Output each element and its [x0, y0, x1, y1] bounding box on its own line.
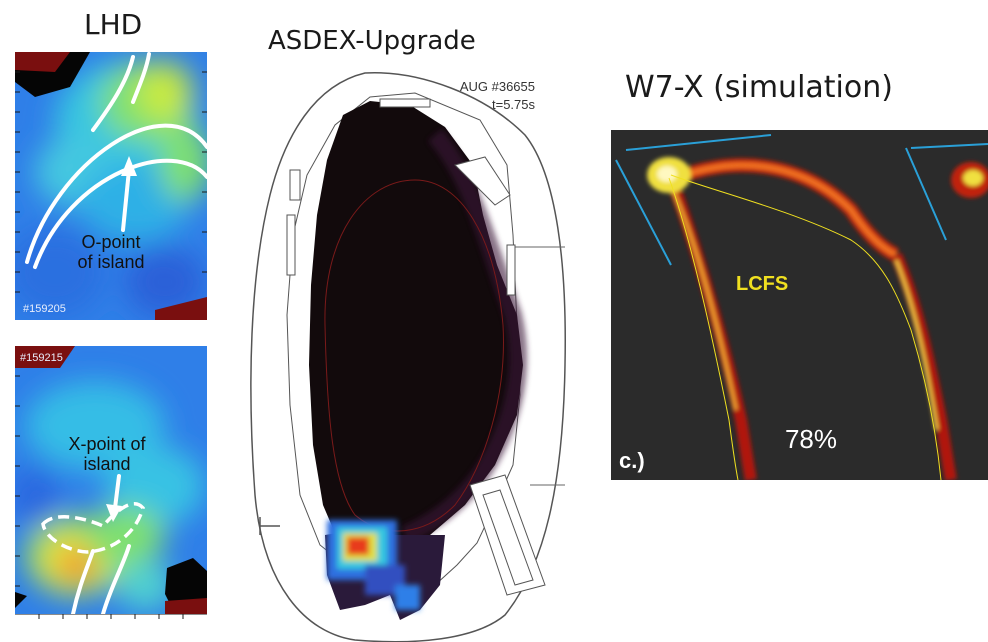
asdex-vessel-diagram: AUG #36655 t=5.75s [250, 72, 566, 642]
asdex-shot-number: AUG #36655 [460, 79, 535, 94]
w7x-percent-label: 78% [785, 424, 837, 454]
asdex-title: ASDEX-Upgrade [268, 26, 476, 56]
w7x-panel: LCFS 78% c.) [611, 130, 988, 480]
asdex-panel: AUG #36655 t=5.75s [245, 65, 567, 642]
w7x-simulation-map: LCFS 78% c.) [611, 130, 988, 480]
lhd-top-map: O-point of island #159205 [15, 52, 207, 320]
lhd-title: LHD [84, 8, 143, 41]
lhd-top-panel: O-point of island #159205 [15, 52, 207, 320]
asdex-time: t=5.75s [492, 97, 536, 112]
w7x-lcfs-label: LCFS [736, 273, 788, 295]
lhd-bottom-axis-ticks [15, 614, 207, 619]
lhd-bottom-map: X-point of island #159215 [15, 346, 207, 614]
lhd-top-annotation-line1: O-point [81, 232, 140, 252]
lhd-bottom-panel: X-point of island #159215 [15, 346, 207, 614]
lhd-top-shot-number: #159205 [23, 303, 66, 315]
lhd-bottom-shot-number: #159215 [20, 352, 63, 364]
lhd-bottom-annotation-line2: island [83, 454, 130, 474]
lhd-top-annotation-line2: of island [77, 252, 144, 272]
lhd-bottom-annotation-line1: X-point of [68, 434, 146, 454]
w7x-panel-label: c.) [619, 448, 645, 473]
w7x-title: W7-X (simulation) [625, 70, 893, 105]
